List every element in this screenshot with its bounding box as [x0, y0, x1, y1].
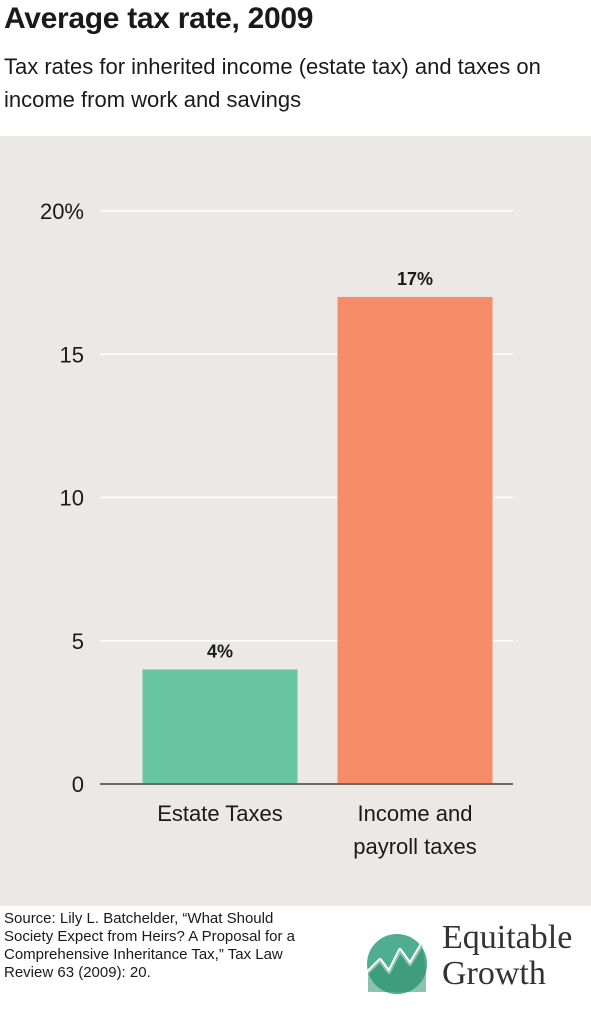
- bar-chart: 0 5 10 15 20% 4% 17% Estate Taxes Income and payr…: [40, 199, 513, 859]
- bar: [337, 296, 493, 784]
- data-label: 4%: [207, 641, 233, 661]
- y-tick-label: 15: [60, 342, 84, 367]
- logo-line-2: Growth: [442, 955, 546, 992]
- x-tick-label: payroll taxes: [353, 834, 477, 859]
- chart-title: Average tax rate, 2009: [4, 2, 314, 35]
- x-tick-label: Estate Taxes: [157, 801, 283, 826]
- growth-logo-icon: [366, 934, 427, 994]
- logo-line-1: Equitable: [442, 919, 573, 956]
- x-tick-label: Income and: [358, 801, 473, 826]
- bar: [142, 669, 298, 784]
- equitable-growth-logo: Equitable Growth: [362, 920, 587, 1002]
- chart-subtitle: Tax rates for inherited income (estate t…: [4, 54, 541, 112]
- source-note: Source: Lily L. Batchelder, “What Should…: [4, 910, 295, 981]
- y-tick-label: 20%: [40, 199, 84, 224]
- data-label: 17%: [397, 269, 433, 289]
- y-tick-label: 0: [72, 772, 84, 797]
- chart-panel: 0 5 10 15 20% 4% 17% Estate Taxes Income and payr…: [0, 136, 591, 906]
- y-tick-label: 10: [60, 486, 84, 511]
- y-tick-label: 5: [72, 629, 84, 654]
